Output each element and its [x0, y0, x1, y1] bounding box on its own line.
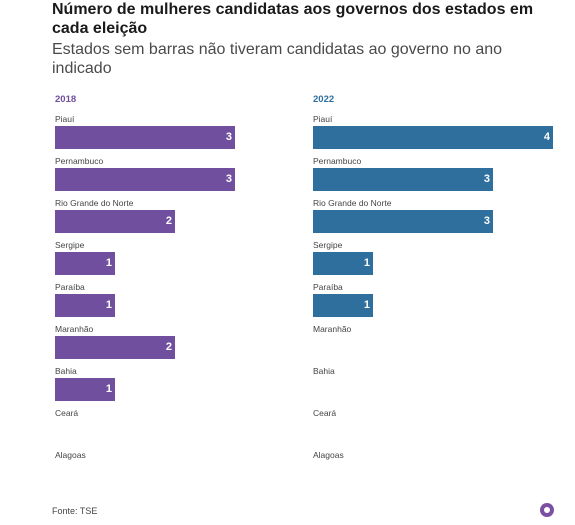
bar: 1 — [313, 294, 373, 317]
category-label: Paraíba — [55, 282, 85, 292]
category-label: Alagoas — [55, 450, 86, 460]
bar-row: Ceará — [55, 408, 295, 444]
bar-row: Piauí 3 — [55, 114, 295, 150]
bar: 2 — [55, 336, 175, 359]
bar-value-label: 2 — [165, 215, 172, 227]
bar-row: Rio Grande do Norte 2 — [55, 198, 295, 234]
category-label: Maranhão — [55, 324, 94, 334]
category-label: Ceará — [55, 408, 79, 418]
bar: 4 — [313, 126, 553, 149]
category-label: Bahia — [55, 366, 77, 376]
bar-value-label: 3 — [225, 131, 232, 143]
bar-value-label: 3 — [483, 215, 490, 227]
bar-row: Alagoas — [313, 450, 553, 486]
category-label: Maranhão — [313, 324, 352, 334]
category-label: Sergipe — [313, 240, 343, 250]
bar-row: Rio Grande do Norte 3 — [313, 198, 553, 234]
bar: 2 — [55, 210, 175, 233]
bar-row: Pernambuco 3 — [55, 156, 295, 192]
category-label: Piauí — [313, 114, 333, 124]
category-label: Bahia — [313, 366, 335, 376]
chart-subtitle: Estados sem barras não tiveram candidata… — [52, 41, 503, 77]
bar-row: Maranhão 2 — [55, 324, 295, 360]
category-label: Pernambuco — [313, 156, 362, 166]
bar: 1 — [55, 378, 115, 401]
bar: 3 — [55, 168, 235, 191]
category-label: Ceará — [313, 408, 337, 418]
bar-value-label: 4 — [543, 131, 550, 143]
category-label: Sergipe — [55, 240, 85, 250]
category-label: Alagoas — [313, 450, 344, 460]
category-label: Pernambuco — [55, 156, 104, 166]
bar-value-label: 1 — [105, 383, 112, 395]
bar-row: Bahia — [313, 366, 553, 402]
bar-value-label: 3 — [483, 173, 490, 185]
bar-row: Sergipe 1 — [55, 240, 295, 276]
bar-row: Alagoas — [55, 450, 295, 486]
delta-logo-icon — [540, 503, 554, 517]
category-label: Rio Grande do Norte — [55, 198, 134, 208]
bar: 1 — [55, 294, 115, 317]
category-label: Piauí — [55, 114, 75, 124]
category-label: Paraíba — [313, 282, 343, 292]
panel-title-2018: 2018 — [55, 94, 77, 105]
bar: 3 — [313, 210, 493, 233]
bar-value-label: 1 — [363, 257, 370, 269]
bar-value-label: 1 — [105, 299, 112, 311]
bar-value-label: 1 — [105, 257, 112, 269]
bar-row: Maranhão — [313, 324, 553, 360]
bar-row: Piauí 4 — [313, 114, 553, 150]
bar: 3 — [313, 168, 493, 191]
bar-value-label: 2 — [165, 341, 172, 353]
bar: 3 — [55, 126, 235, 149]
bar-row: Paraíba 1 — [313, 282, 553, 318]
bar-value-label: 3 — [225, 173, 232, 185]
bar-row: Bahia 1 — [55, 366, 295, 402]
bar: 1 — [55, 252, 115, 275]
bar-value-label: 1 — [363, 299, 370, 311]
source-note: Fonte: TSE — [52, 506, 98, 516]
panel-title-2022: 2022 — [313, 94, 335, 105]
category-label: Rio Grande do Norte — [313, 198, 392, 208]
chart-title: Número de mulheres candidatas aos govern… — [52, 1, 534, 37]
chart-header: Número de mulheres candidatas aos govern… — [52, 0, 552, 78]
bar: 1 — [313, 252, 373, 275]
bar-row: Ceará — [313, 408, 553, 444]
bar-row: Pernambuco 3 — [313, 156, 553, 192]
bar-row: Sergipe 1 — [313, 240, 553, 276]
bar-row: Paraíba 1 — [55, 282, 295, 318]
